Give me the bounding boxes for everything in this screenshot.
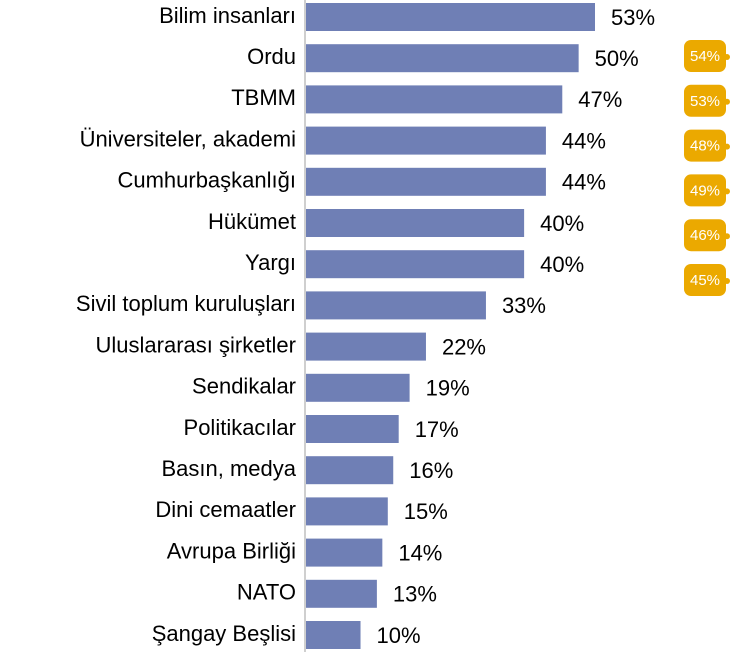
value-label: 40% (540, 211, 584, 236)
callout-pointer (724, 278, 730, 284)
bar (306, 538, 383, 567)
value-label: 22% (442, 334, 486, 359)
callout-pointer (724, 233, 730, 240)
callout-label: 49% (690, 182, 720, 199)
bar (306, 209, 525, 237)
callout-box (684, 174, 726, 207)
category-label: Sivil toplum kuruluşları (76, 291, 296, 316)
category-label: Politikacılar (184, 415, 296, 440)
category-label: Şangay Beşlisi (152, 621, 296, 646)
category-label: Üniversiteler, akademi (80, 126, 296, 151)
value-label: 50% (595, 46, 639, 71)
category-label: Cumhurbaşkanlığı (117, 168, 296, 193)
value-label: 19% (426, 376, 470, 401)
category-label: Uluslararası şirketler (96, 332, 297, 357)
value-label: 17% (415, 417, 459, 442)
callout-label: 46% (690, 227, 720, 244)
callout-label: 48% (690, 138, 720, 155)
value-label: 47% (578, 87, 622, 112)
bar (306, 291, 486, 320)
bar (306, 167, 546, 196)
callout-label: 45% (690, 272, 720, 289)
callout-box (684, 219, 726, 252)
callout-box (684, 264, 726, 296)
callout-label: 54% (690, 48, 720, 65)
category-label: NATO (237, 580, 296, 605)
bar (306, 373, 410, 402)
bar (306, 3, 595, 31)
callout-pointer (724, 188, 730, 195)
value-label: 33% (502, 293, 546, 318)
value-label: 40% (540, 252, 584, 277)
bar (306, 456, 394, 485)
category-label: Sendikalar (192, 374, 296, 399)
category-label: Dini cemaatler (155, 497, 296, 522)
bar (306, 497, 388, 526)
value-label: 13% (393, 582, 437, 607)
category-label: Avrupa Birliği (167, 538, 296, 563)
bar (306, 126, 546, 155)
callout-box (684, 40, 726, 72)
category-label: TBMM (231, 85, 296, 110)
value-label: 14% (398, 540, 442, 565)
category-label: Yargı (245, 250, 296, 275)
bar (306, 250, 525, 279)
bar (306, 332, 426, 361)
category-label: Basın, medya (161, 456, 296, 481)
category-label: Ordu (247, 44, 296, 69)
callout-pointer (724, 143, 730, 150)
callout-pointer (724, 98, 730, 105)
value-label: 15% (404, 499, 448, 524)
bar (306, 579, 377, 608)
value-label: 44% (562, 170, 606, 195)
bar (306, 44, 579, 73)
value-label: 10% (377, 623, 421, 648)
bar (306, 415, 399, 443)
value-label: 53% (611, 5, 655, 30)
callout-pointer (724, 54, 730, 60)
value-label: 16% (409, 458, 453, 483)
callout-label: 53% (690, 93, 720, 110)
value-label: 44% (562, 128, 606, 153)
bar (306, 621, 361, 649)
bar (306, 85, 563, 114)
category-label: Bilim insanları (159, 3, 296, 28)
category-label: Hükümet (208, 209, 296, 234)
callout-box (684, 129, 726, 162)
callout-box (684, 84, 726, 117)
